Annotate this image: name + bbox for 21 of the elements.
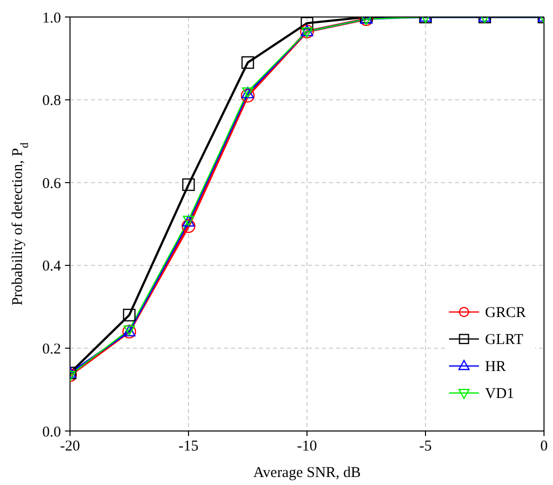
y-tick-label: 0.2 (42, 342, 61, 358)
point (182, 178, 195, 191)
point (182, 219, 196, 233)
legend-label: VD1 (485, 386, 514, 402)
legend-label: GRCR (485, 305, 526, 321)
legend-label: GLRT (485, 332, 524, 348)
point (122, 308, 136, 322)
y-tick-label: 0.8 (42, 93, 61, 110)
point (301, 27, 313, 38)
x-tick-label: 0 (540, 438, 548, 455)
y-tick-label: 1.0 (42, 10, 61, 26)
legend-label: HR (485, 359, 506, 375)
y-tick-label: 0.4 (42, 258, 62, 275)
x-axis-title: Average SNR, dB (253, 465, 361, 481)
x-tick-label: -10 (297, 438, 317, 455)
y-tick-label: 0.6 (42, 176, 62, 192)
point (122, 324, 136, 339)
x-tick-label: -15 (178, 438, 198, 455)
x-tick-label: -5 (419, 438, 432, 455)
x-tick-label: -20 (60, 438, 80, 455)
y-tick-label: 0.0 (42, 424, 61, 440)
